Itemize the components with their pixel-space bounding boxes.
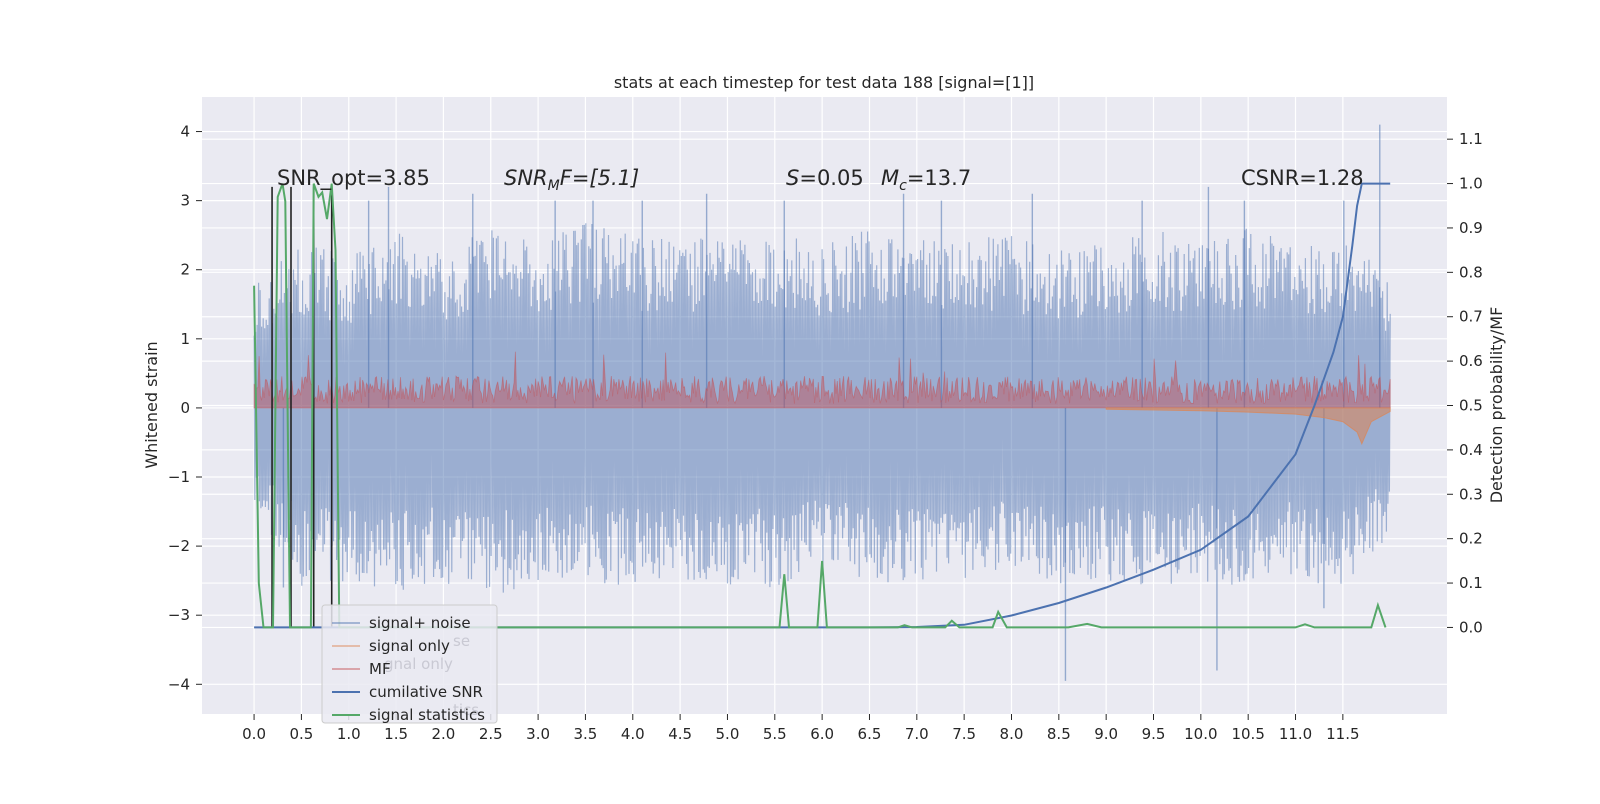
y-right-tick-label: 0.2 <box>1459 530 1483 548</box>
signal-only-area <box>1105 407 1391 446</box>
x-tick-label: 6.0 <box>810 725 834 743</box>
x-tick-label: 1.5 <box>384 725 408 743</box>
x-tick-label: 8.0 <box>1000 725 1024 743</box>
x-tick-label: 3.5 <box>574 725 598 743</box>
x-tick-label: 7.0 <box>905 725 929 743</box>
y-right-tick-label: 0.1 <box>1459 574 1483 592</box>
x-tick-label: 0.0 <box>242 725 266 743</box>
annotation-snr-mf-base: SNR <box>504 166 548 190</box>
x-tick-label: 2.5 <box>479 725 503 743</box>
annotation-mc-base: M <box>881 166 899 190</box>
annotation-s-symbol: S <box>786 166 799 190</box>
legend: se gnal only tics signal+ noise signal on… <box>321 604 498 724</box>
y-right-tick-label: 1.1 <box>1459 130 1483 148</box>
series-vertical-markers <box>271 186 333 628</box>
annotation-snr-opt: SNR_opt=3.85 <box>277 166 430 191</box>
x-tick-label: 9.0 <box>1094 725 1118 743</box>
y-left-tick-label: −1 <box>168 468 190 486</box>
legend-label: MF <box>369 660 391 678</box>
y-right-tick-label: 0.9 <box>1459 219 1483 237</box>
mf-area <box>253 351 1391 409</box>
y-right-tick-label: 1.0 <box>1459 175 1483 193</box>
x-tick-label: 2.0 <box>431 725 455 743</box>
series-signal-only <box>1105 407 1391 446</box>
y-right-tick-label: 0.0 <box>1459 618 1483 636</box>
x-tick-label: 8.5 <box>1047 725 1071 743</box>
legend-box <box>321 604 498 724</box>
y-right-tick-label: 0.7 <box>1459 308 1483 326</box>
x-tick-label: 10.0 <box>1184 725 1217 743</box>
y-right-tick-label: 0.5 <box>1459 397 1483 415</box>
chart-title: stats at each timestep for test data 188… <box>614 73 1034 92</box>
x-tick-label: 10.5 <box>1231 725 1264 743</box>
annotation-mc-sub: c <box>899 178 907 194</box>
series-signal-statistics <box>253 183 1387 629</box>
x-tick-label: 6.5 <box>858 725 882 743</box>
y-left-tick-label: 1 <box>180 330 190 348</box>
y-axis-left-ticks: 4 3 2 1 0 −1 −2 −3 −4 <box>168 123 202 693</box>
annotation-s: S=0.05 <box>786 166 864 190</box>
annotation-snr-mf: SNRMF=[5.1] <box>504 166 639 194</box>
y-left-tick-label: 3 <box>180 192 190 210</box>
legend-label: cumilative SNR <box>369 683 483 701</box>
x-tick-label: 7.5 <box>952 725 976 743</box>
legend-label: signal only <box>369 637 450 655</box>
x-tick-label: 5.0 <box>716 725 740 743</box>
y-axis-left-title: Whitened strain <box>142 341 161 468</box>
y-axis-right-ticks: 1.1 1.0 0.9 0.8 0.7 0.6 0.5 0.4 0.3 0.2 0.1 0.0 <box>1447 130 1483 636</box>
y-right-tick-label: 0.3 <box>1459 485 1483 503</box>
x-axis-ticks: 0.0 0.5 1.0 1.5 2.0 2.5 3.0 3.5 4.0 4.5 5.0 5.5 6.0 6… <box>242 714 1360 743</box>
annotation-mc-value: =13.7 <box>907 166 971 190</box>
y-left-tick-label: 2 <box>180 261 190 279</box>
legend-ghost-label-1: se <box>453 632 470 650</box>
signal-plus-noise-line <box>253 223 1391 593</box>
y-left-tick-label: −2 <box>168 537 190 555</box>
legend-ghost-label-2: gnal only <box>384 655 453 673</box>
y-left-tick-label: −4 <box>168 675 190 693</box>
x-tick-label: 9.5 <box>1142 725 1166 743</box>
annotation-csnr: CSNR=1.28 <box>1241 166 1364 190</box>
x-tick-label: 4.0 <box>621 725 645 743</box>
y-left-tick-label: −3 <box>168 606 190 624</box>
y-left-tick-label: 0 <box>180 399 190 417</box>
signal-statistics-line <box>253 183 1387 629</box>
annotations: SNR_opt=3.85 SNRMF=[5.1] S=0.05 Mc=13.7 … <box>277 166 1364 194</box>
y-right-tick-label: 0.6 <box>1459 352 1483 370</box>
x-tick-label: 4.5 <box>668 725 692 743</box>
x-tick-label: 0.5 <box>289 725 313 743</box>
y-axis-right-title: Detection probability/MF <box>1487 307 1506 504</box>
annotation-s-value: =0.05 <box>799 166 863 190</box>
annotation-snr-mf-rest-f: F=[5.1] <box>560 166 639 190</box>
legend-ghost-label-3: tics <box>453 701 479 719</box>
x-tick-label: 3.0 <box>526 725 550 743</box>
x-tick-label: 5.5 <box>763 725 787 743</box>
legend-label: signal statistics <box>369 706 485 724</box>
legend-label: signal+ noise <box>369 614 471 632</box>
y-right-tick-label: 0.8 <box>1459 263 1483 281</box>
legend-entries: signal+ noise signal only MF cumilative SNR… <box>332 614 485 724</box>
y-right-tick-label: 0.4 <box>1459 441 1483 459</box>
annotation-mc: Mc=13.7 <box>881 166 971 194</box>
y-left-tick-label: 4 <box>180 123 190 141</box>
x-tick-label: 1.0 <box>337 725 361 743</box>
series-mf <box>253 351 1391 409</box>
x-tick-label: 11.5 <box>1326 725 1359 743</box>
x-tick-label: 11.0 <box>1279 725 1312 743</box>
annotation-snr-mf-sub: M <box>548 178 560 194</box>
